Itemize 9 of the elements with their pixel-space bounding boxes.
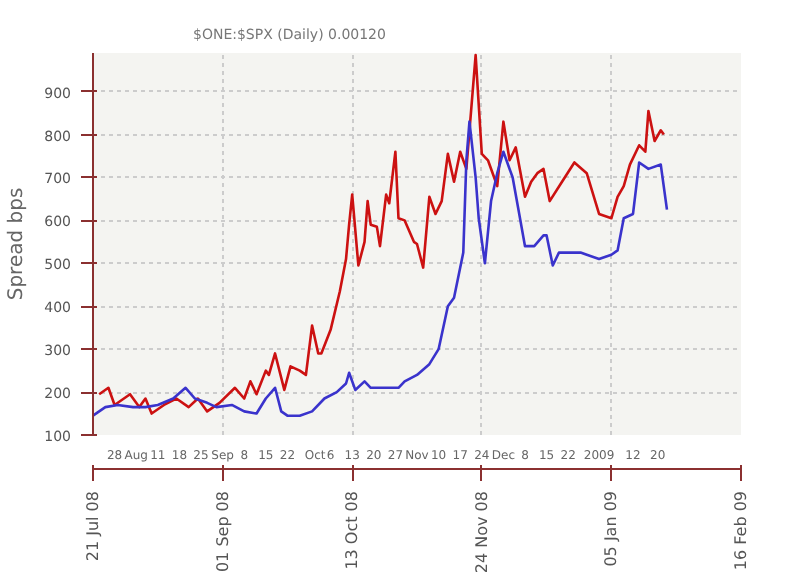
- x-tick-label: 24 Nov 08: [472, 490, 491, 574]
- line-series: [93, 120, 669, 417]
- x-tick-label: 16 Feb 09: [732, 491, 750, 571]
- x-tick-label: 13 Oct 08: [343, 490, 362, 570]
- x-tick-label: 05 Jan 09: [602, 490, 621, 567]
- x-tick-label: 01 Sep 08: [213, 490, 232, 573]
- y-axis-title: Spread bps: [6, 187, 29, 301]
- line-series: [97, 53, 666, 415]
- x-tick-label: 21 Jul 08: [84, 490, 102, 562]
